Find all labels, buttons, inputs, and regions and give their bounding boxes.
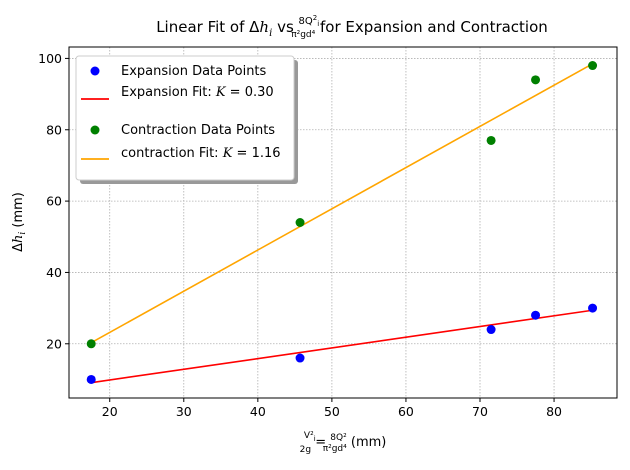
data-point-series-0 — [486, 325, 496, 335]
y-tick-label: 20 — [46, 336, 62, 351]
x-tick-label: 80 — [546, 404, 562, 419]
axes-frame — [68, 46, 618, 399]
data-point-series-2 — [588, 61, 598, 71]
x-tick-label: 60 — [398, 404, 414, 419]
x-tick-label: 70 — [472, 404, 488, 419]
fit-line-series-3 — [90, 63, 593, 344]
fit-line-series-1 — [91, 309, 593, 384]
x-axis-label: V²i 2g = 8Q² π²gd⁴ (mm) — [300, 431, 387, 455]
y-tick-label: 60 — [46, 194, 62, 209]
y-tick-label: 80 — [46, 122, 62, 137]
x-axis-ticks: 20 30 40 50 60 70 80 — [102, 398, 562, 419]
data-point-series-2 — [531, 75, 541, 85]
legend-contraction-points-label: Contraction Data Points — [121, 123, 275, 138]
y-tick-label: 100 — [38, 51, 62, 66]
legend: Expansion Data Points Expansion Fit: K =… — [75, 55, 298, 184]
y-axis-label: Δhi (mm) — [11, 192, 28, 252]
legend-contraction-fit-label: contraction Fit: K = 1.16 — [121, 146, 281, 161]
y-tick-label: 40 — [46, 265, 62, 280]
data-point-series-0 — [86, 374, 96, 384]
legend-expansion-points-marker — [90, 66, 100, 76]
legend-expansion-fit-label: Expansion Fit: K = 0.30 — [121, 85, 274, 100]
data-point-series-0 — [588, 303, 598, 313]
data-point-series-2 — [486, 135, 496, 145]
legend-box — [75, 55, 295, 181]
y-axis-ticks: 20 40 60 80 100 — [38, 51, 69, 351]
x-tick-label: 20 — [102, 404, 118, 419]
x-tick-label: 40 — [250, 404, 266, 419]
data-point-series-0 — [295, 353, 305, 363]
x-tick-label: 50 — [324, 404, 340, 419]
data-point-series-0 — [531, 310, 541, 320]
legend-contraction-points-marker — [90, 125, 100, 135]
x-tick-label: 30 — [176, 404, 192, 419]
data-point-series-2 — [86, 339, 96, 349]
legend-expansion-points-label: Expansion Data Points — [121, 64, 267, 79]
data-point-series-2 — [295, 218, 305, 227]
chart-title: Linear Fit of Δhi vs 8Q2i π²gd⁴ for Expan… — [156, 14, 548, 40]
